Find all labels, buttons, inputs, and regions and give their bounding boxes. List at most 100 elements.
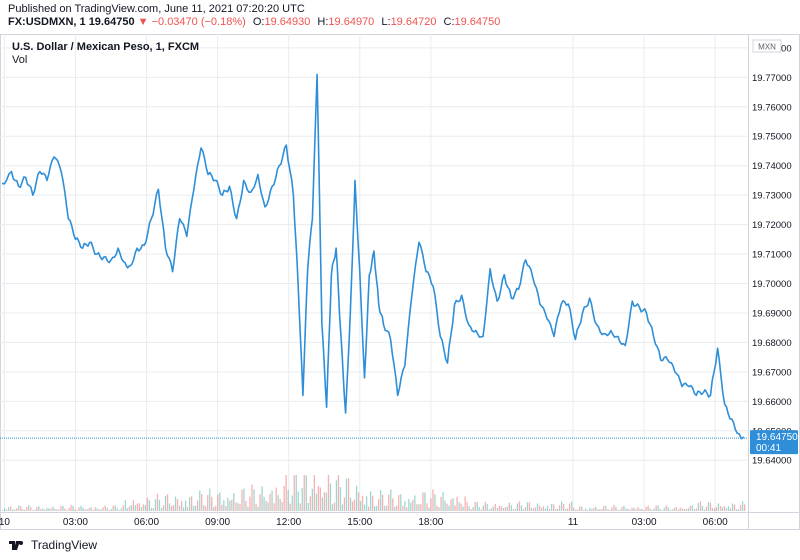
volume-bar bbox=[530, 507, 533, 511]
volume-bar bbox=[701, 505, 704, 511]
volume-bar bbox=[729, 508, 732, 511]
volume-bar bbox=[500, 506, 502, 511]
volume-bar bbox=[645, 506, 647, 511]
volume-bar bbox=[402, 506, 404, 511]
time-axis-labels[interactable]: 10 03:00 06:00 09:00 12:00 15:00 18:00 11 03:00 0… bbox=[0, 517, 728, 528]
volume-bar bbox=[366, 496, 368, 511]
volume-bar bbox=[237, 503, 239, 511]
volume-label: Vol bbox=[12, 54, 28, 66]
volume-bar bbox=[160, 507, 163, 511]
currency-box bbox=[752, 39, 782, 53]
volume-bar bbox=[353, 499, 356, 511]
volume-bar bbox=[512, 509, 514, 511]
volume-bar bbox=[386, 505, 388, 511]
volume-bar bbox=[74, 509, 76, 511]
volume-bar bbox=[140, 507, 142, 511]
volume-bar bbox=[597, 509, 599, 511]
volume-bar bbox=[209, 488, 211, 511]
volume-bar bbox=[603, 505, 605, 511]
volume-bar bbox=[104, 505, 106, 511]
last-price-badge-time: 00:41 bbox=[756, 443, 781, 454]
volume-bar bbox=[325, 492, 327, 511]
volume-bar bbox=[551, 503, 553, 511]
volume-bar bbox=[647, 505, 649, 511]
volume-bar bbox=[607, 509, 609, 511]
volume-bar bbox=[436, 505, 438, 511]
volume-bar bbox=[227, 497, 229, 511]
volume-bar bbox=[406, 507, 408, 511]
volume-bar bbox=[187, 507, 189, 511]
volume-bar bbox=[217, 494, 219, 511]
volume-bar bbox=[470, 509, 472, 511]
volume-bar bbox=[565, 508, 567, 511]
price-tick-label: 19.73000 bbox=[752, 191, 792, 202]
volume-bar bbox=[520, 505, 523, 511]
volume-bar bbox=[249, 496, 251, 511]
volume-bar bbox=[40, 509, 42, 511]
volume-bar bbox=[593, 507, 595, 511]
volume-bar bbox=[538, 505, 541, 511]
price-axis-labels[interactable]: 19.7800019.7700019.7600019.7500019.74000… bbox=[752, 43, 792, 466]
symbol-label: FX:USDMXN, 1 bbox=[8, 16, 86, 28]
volume-bar bbox=[637, 507, 639, 511]
volume-bar bbox=[215, 505, 217, 511]
volume-bar bbox=[70, 505, 72, 511]
volume-bar bbox=[313, 475, 315, 511]
high-key: H: bbox=[317, 16, 329, 28]
volume-bar bbox=[211, 496, 213, 511]
volume-bar bbox=[34, 509, 36, 511]
volume-bar bbox=[450, 499, 452, 511]
volume-bar bbox=[693, 509, 695, 511]
volume-bar bbox=[26, 507, 28, 511]
volume-bar bbox=[661, 510, 663, 511]
volume-bar bbox=[671, 509, 673, 511]
time-tick-label: 10 bbox=[0, 517, 10, 528]
volume-bar bbox=[14, 509, 16, 511]
volume-bar bbox=[458, 502, 460, 511]
volume-bar bbox=[12, 509, 14, 511]
volume-bar bbox=[166, 494, 169, 511]
price-tick-label: 19.75000 bbox=[752, 132, 792, 143]
volume-bar bbox=[667, 507, 669, 511]
volume-bar bbox=[492, 506, 494, 511]
volume-bar bbox=[490, 508, 492, 511]
volume-bar bbox=[408, 499, 410, 511]
volume-bar bbox=[559, 505, 561, 511]
volume-bar bbox=[378, 499, 380, 511]
volume-bar bbox=[430, 498, 432, 511]
volume-bar bbox=[323, 492, 325, 511]
volume-bar bbox=[223, 500, 225, 511]
volume-bar bbox=[287, 489, 289, 511]
volume-bar bbox=[213, 507, 215, 511]
volume-bar bbox=[689, 505, 691, 511]
volume-bar bbox=[255, 503, 257, 511]
volume-bar bbox=[577, 509, 579, 511]
volume-bar bbox=[309, 496, 311, 511]
volume-bar bbox=[2, 510, 4, 511]
volume-bar bbox=[201, 494, 203, 511]
volume-bar bbox=[118, 510, 120, 511]
volume-bar bbox=[629, 509, 631, 511]
volume-bar bbox=[233, 493, 235, 511]
volume-bar bbox=[370, 491, 372, 511]
volume-bar bbox=[725, 508, 728, 511]
down-arrow-icon: ▼ bbox=[137, 16, 149, 28]
volume-bar bbox=[142, 504, 145, 511]
volume-bar bbox=[484, 501, 486, 511]
volume-bar bbox=[717, 503, 720, 511]
volume-bar bbox=[498, 505, 500, 511]
volume-bar bbox=[555, 509, 557, 511]
volume-bar bbox=[66, 510, 68, 511]
volume-bar bbox=[174, 496, 177, 511]
volume-bar bbox=[685, 508, 687, 511]
price-chart[interactable]: 19.7800019.7700019.7600019.7500019.74000… bbox=[0, 34, 800, 530]
volume-bar bbox=[68, 508, 70, 511]
time-tick-label: 03:00 bbox=[63, 517, 88, 528]
volume-bar bbox=[687, 508, 689, 511]
volume-bar bbox=[504, 507, 506, 511]
volume-bar bbox=[641, 508, 643, 511]
volume-bar bbox=[253, 489, 255, 511]
volume-bar bbox=[126, 508, 128, 511]
volume-bar bbox=[677, 509, 679, 511]
volume-bar bbox=[347, 478, 350, 511]
